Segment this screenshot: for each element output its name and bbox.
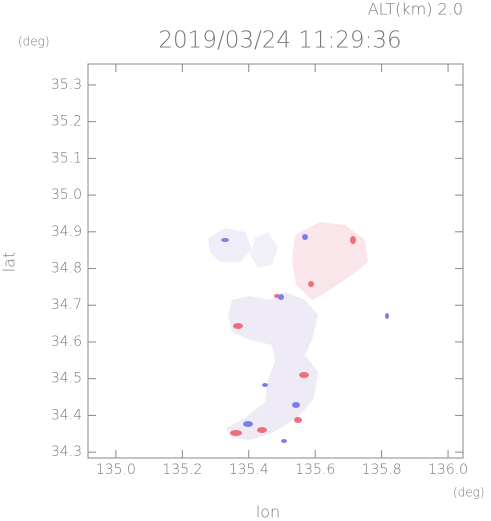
x-tick-label: 135.0 <box>96 462 136 478</box>
x-tick-label: 136.0 <box>428 462 468 478</box>
plot-frame <box>87 63 464 459</box>
y-tick-label: 35.2 <box>51 114 82 130</box>
x-unit: (deg) <box>453 486 485 500</box>
x-axis-label: lon <box>256 503 280 521</box>
y-tick-label: 35.0 <box>51 187 82 203</box>
y-tick-label: 35.3 <box>51 77 82 93</box>
y-tick-label: 34.6 <box>51 334 82 350</box>
x-tick-label: 135.8 <box>362 462 402 478</box>
x-tick-label: 135.4 <box>229 462 269 478</box>
y-unit: (deg) <box>18 35 50 49</box>
y-tick-label: 34.8 <box>51 261 82 277</box>
chart-title: 2019/03/24 11:29:36 <box>158 28 401 54</box>
echo-area <box>292 222 368 300</box>
echo-area <box>226 292 318 440</box>
y-tick-label: 34.5 <box>51 371 82 387</box>
altitude-label: ALT(km) 2.0 <box>368 0 463 19</box>
y-tick-label: 34.9 <box>51 224 82 240</box>
y-tick-label: 34.7 <box>51 297 82 313</box>
x-tick-label: 135.6 <box>295 462 335 478</box>
echo-region <box>208 222 389 443</box>
echo-area <box>208 228 252 262</box>
y-axis-label: lat <box>0 252 19 273</box>
echo-area <box>250 232 278 268</box>
echo-spot-red <box>230 236 356 436</box>
echo-spot-blue <box>221 234 389 443</box>
y-tick-label: 35.1 <box>51 150 82 166</box>
x-tick-label: 135.2 <box>162 462 202 478</box>
y-tick-label: 34.4 <box>51 407 82 423</box>
y-tick-label: 34.3 <box>51 444 82 460</box>
